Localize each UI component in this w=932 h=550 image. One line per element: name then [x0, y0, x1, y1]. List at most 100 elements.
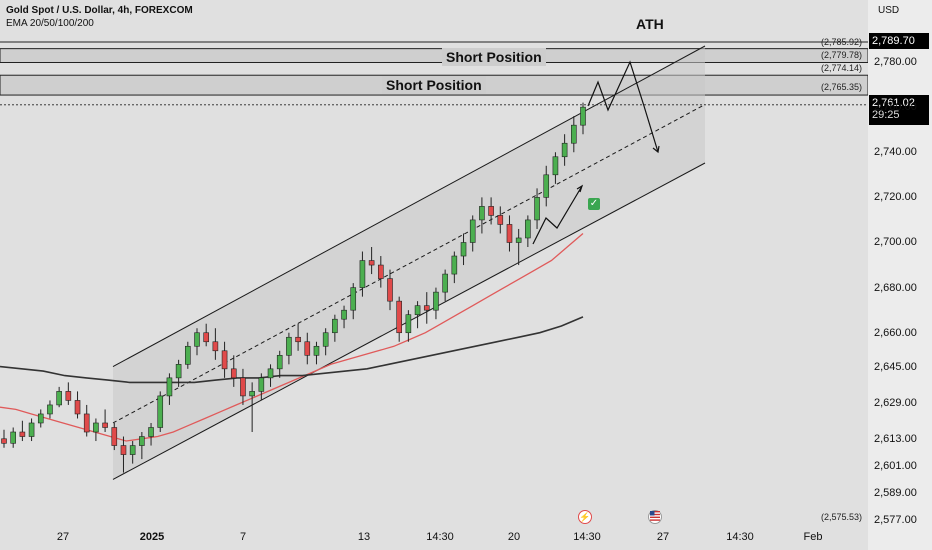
candle-body [515, 237, 522, 243]
candle-body [433, 291, 439, 311]
candle-body [175, 364, 182, 379]
x-tick-label: 14:30 [426, 531, 454, 543]
x-tick-label: 14:30 [726, 531, 754, 543]
candle-body [332, 318, 338, 334]
candle-body [10, 431, 16, 444]
ath-label: ATH [636, 16, 664, 32]
candle-body [396, 300, 402, 334]
candle-body [497, 215, 504, 225]
candle-body [571, 124, 577, 144]
candle-body [19, 431, 26, 437]
x-tick-label: 13 [357, 531, 371, 543]
candle-body [286, 336, 292, 356]
current-price-tag: 2,761.02 29:25 [869, 95, 929, 125]
candle-body [139, 436, 145, 446]
candle-body [387, 278, 393, 302]
symbol-title: Gold Spot / U.S. Dollar, 4h, FOREXCOM [6, 5, 193, 16]
x-tick-label: 2025 [139, 531, 165, 543]
level-label: (2,779.78) [820, 50, 862, 60]
candle-body [267, 368, 274, 379]
price-axis-panel[interactable] [868, 0, 932, 550]
top-price-tag: 2,789.70 [869, 33, 929, 49]
candle-body [47, 404, 53, 415]
candle-body [322, 332, 329, 347]
candle-body [221, 350, 228, 370]
candle-body [230, 368, 237, 379]
candle-body [488, 206, 494, 216]
candle-body [423, 305, 430, 311]
currency-label: USD [878, 5, 900, 16]
bounce-path [532, 185, 583, 245]
candle-body [341, 309, 347, 320]
channel-fill [113, 46, 705, 480]
indicator-legend: EMA 20/50/100/200 [6, 18, 94, 29]
checkmark-icon: ✓ [588, 198, 600, 210]
y-tick-label: 2,645.00 [874, 360, 917, 373]
candle-body [378, 264, 384, 279]
candle-body [479, 206, 485, 221]
y-tick-label: 2,720.00 [874, 191, 917, 204]
candle-body [295, 336, 301, 343]
candle-body [580, 106, 586, 126]
candle-body [93, 422, 99, 433]
candle-body [102, 422, 108, 428]
x-tick-label: 7 [239, 531, 247, 543]
ema-slow-line [0, 316, 584, 384]
candle-body [534, 197, 540, 221]
candle-body [368, 260, 375, 266]
candle-body [83, 413, 90, 433]
y-tick-label: 2,577.00 [874, 514, 917, 526]
y-tick-label: 2,780.00 [874, 56, 917, 68]
x-tick-label: Feb [803, 531, 823, 543]
candle-body [28, 422, 35, 437]
candle-body [451, 255, 458, 275]
candle-body [276, 355, 283, 370]
y-tick-label: 2,589.00 [874, 486, 917, 499]
y-tick-label: 2,613.00 [874, 432, 917, 445]
y-tick-label: 2,601.00 [874, 459, 917, 472]
candle-body [166, 377, 173, 397]
candle-body [525, 219, 531, 239]
candle-body [405, 314, 412, 334]
reversal-arrowhead [652, 145, 660, 154]
candle-body [194, 332, 200, 347]
candle-body [111, 427, 118, 446]
bounce-arrowhead [576, 184, 584, 193]
candle-body [185, 345, 191, 365]
y-tick-label: 2,740.00 [874, 146, 917, 159]
channel-upper-line [112, 45, 706, 368]
y-tick-label: 2,700.00 [874, 236, 917, 249]
lightning-icon[interactable]: ⚡ [578, 510, 592, 524]
candle-body [313, 345, 320, 356]
candle-body [74, 400, 81, 415]
channel-mid-line [112, 104, 706, 424]
candle-body [148, 427, 154, 437]
x-tick-label: 20 [507, 531, 521, 543]
y-tick-label: 2,660.00 [874, 326, 917, 339]
candle-body [120, 445, 127, 455]
candle-body [1, 438, 7, 444]
candle-body [543, 174, 550, 198]
short-position-upper-label: Short Position [442, 48, 546, 66]
candle-body [249, 391, 255, 397]
level-label: (2,575.53) [820, 512, 862, 522]
y-tick-label: 2,680.00 [874, 281, 917, 294]
short-position-lower-label: Short Position [382, 76, 486, 94]
candle-body [37, 413, 44, 424]
candle-body [258, 377, 265, 392]
reversal-path [587, 60, 659, 153]
candle-body [56, 391, 62, 406]
candle-body [304, 341, 311, 356]
candle-body [552, 156, 559, 176]
candle-body [460, 242, 467, 257]
ema-fast-line [0, 233, 584, 442]
short-zone [0, 48, 869, 63]
us-flag-icon[interactable] [648, 510, 662, 524]
candle-body [506, 224, 513, 243]
candle-body [240, 377, 246, 397]
candle-body [157, 395, 164, 428]
candle-body [65, 391, 72, 401]
candle-body [469, 219, 476, 243]
level-label: (2,774.14) [820, 63, 862, 73]
